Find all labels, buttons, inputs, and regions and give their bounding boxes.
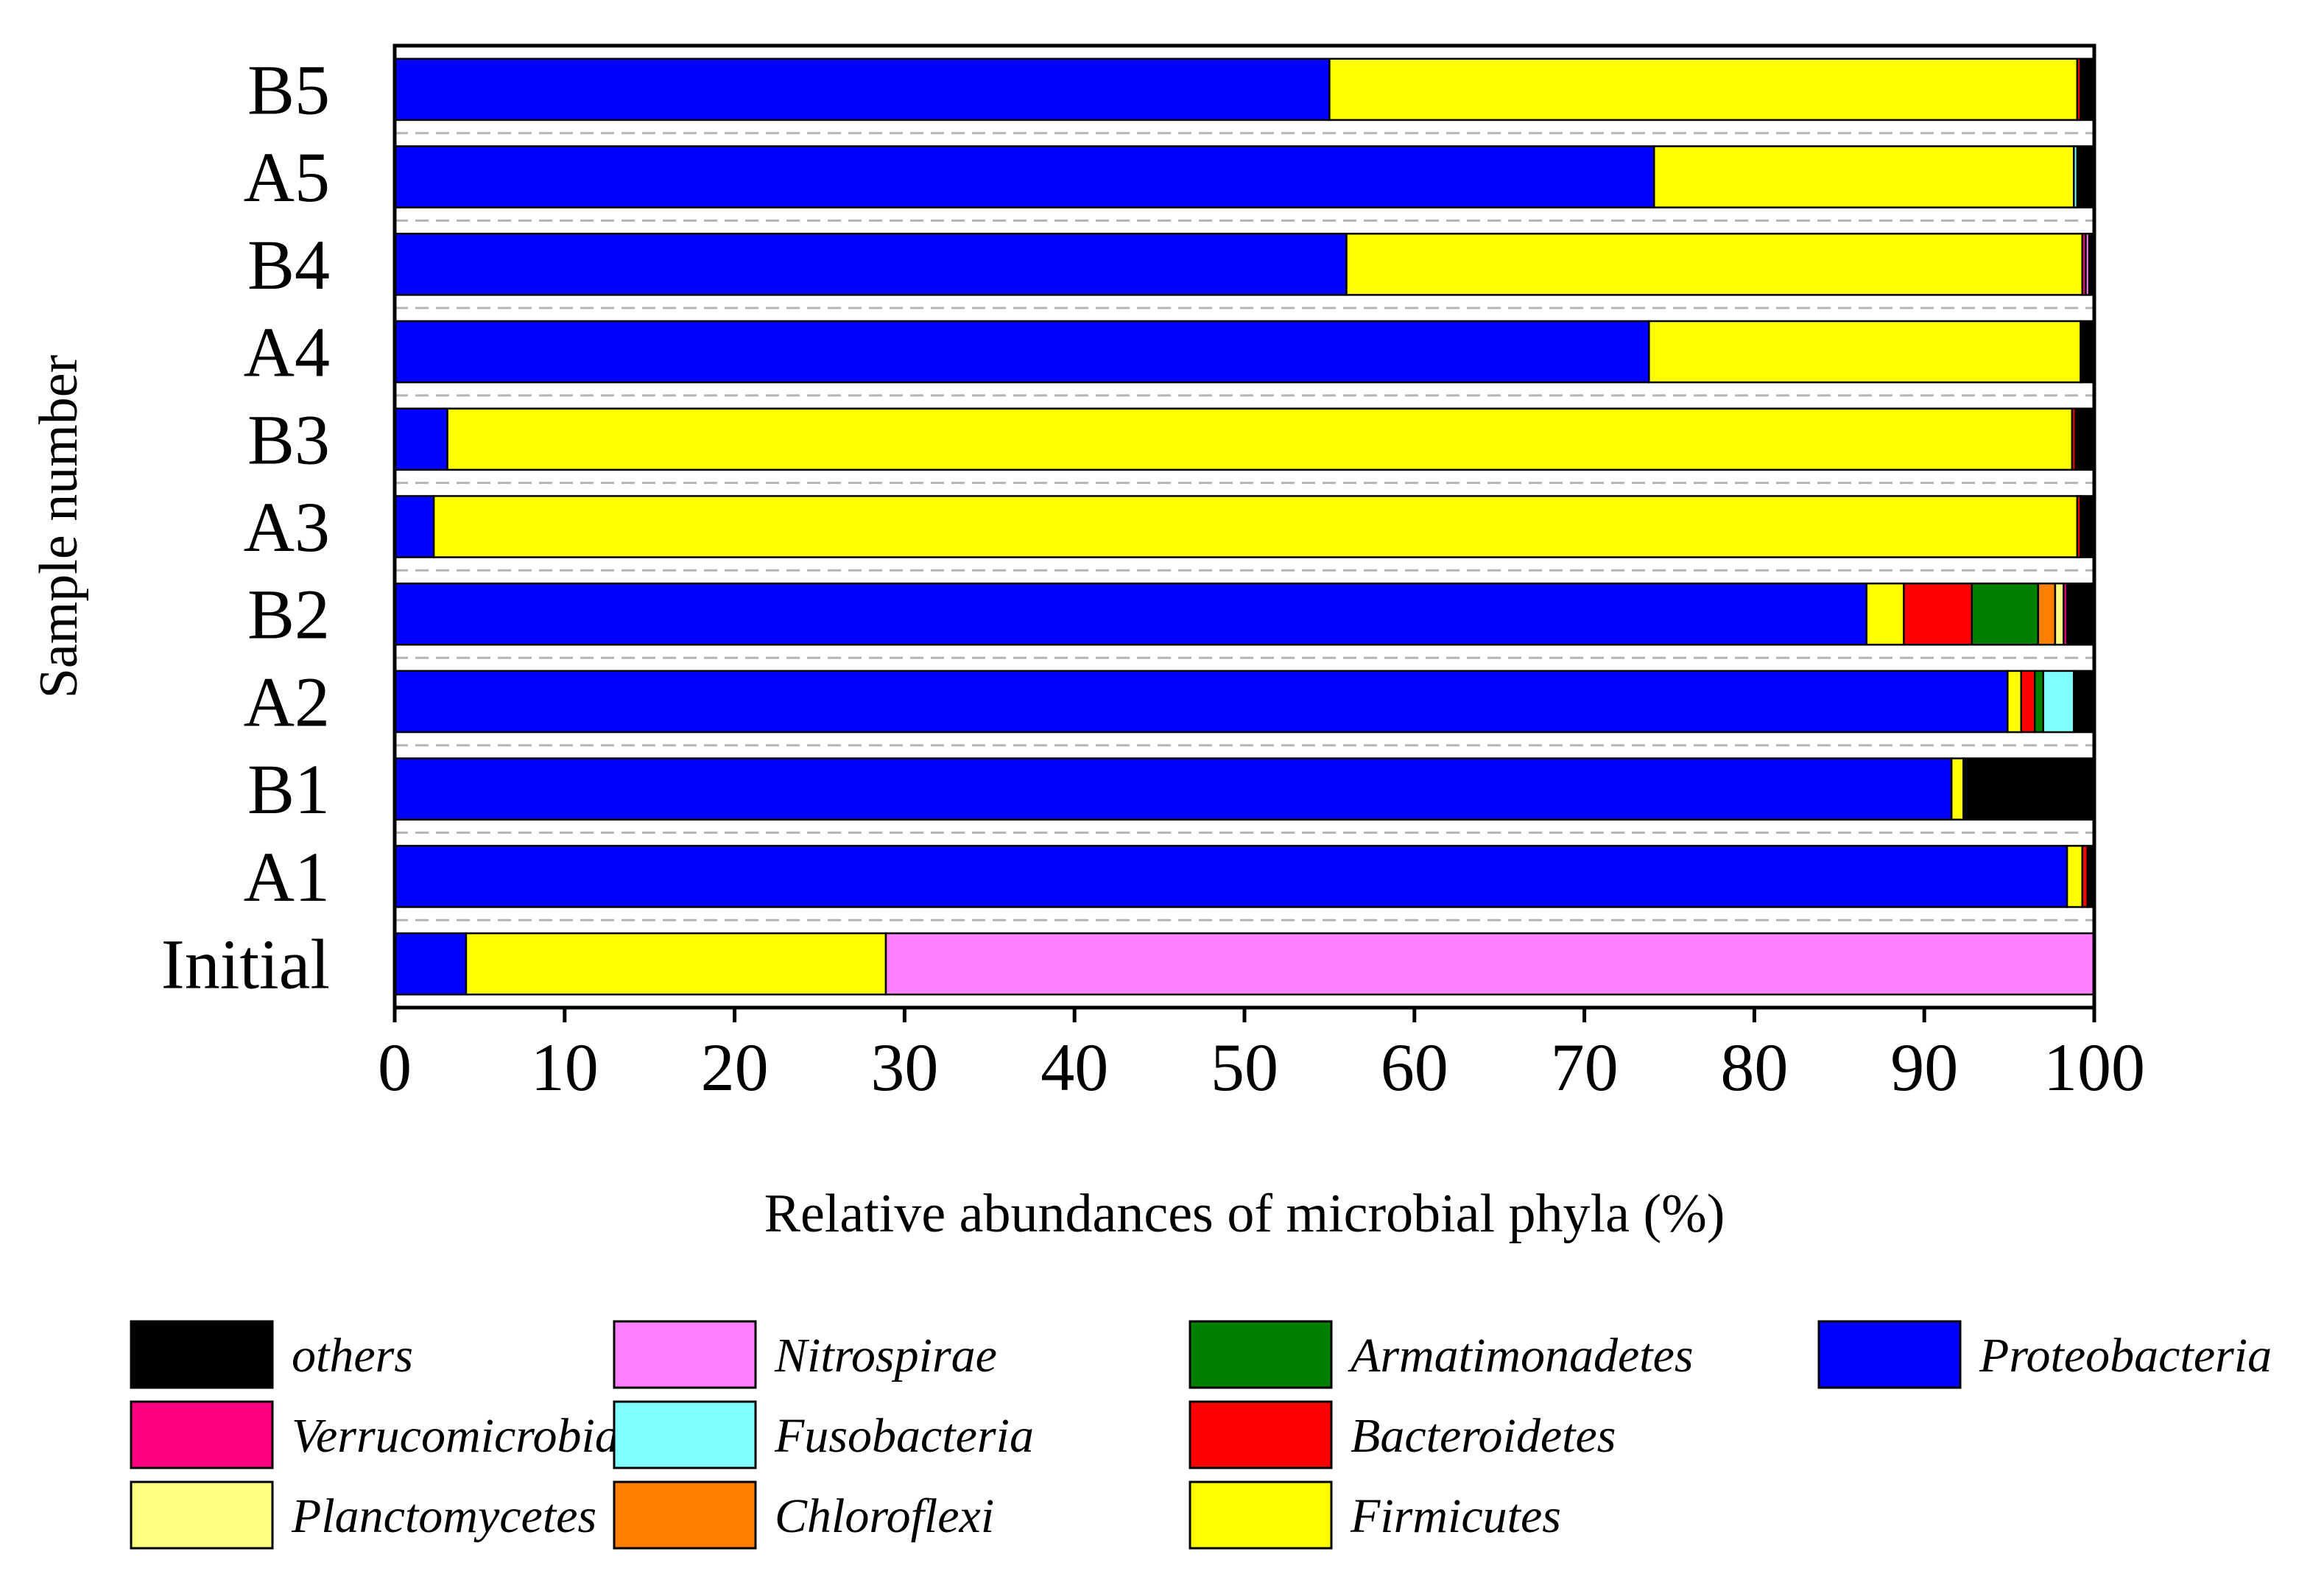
x-tick-label: 50 xyxy=(1211,1030,1278,1105)
bar-segment-a3-firmicutes xyxy=(432,495,2079,558)
bars-layer xyxy=(393,57,2096,996)
bar-segment-a2-fusobacteria xyxy=(2042,670,2075,734)
legend-label-others: others xyxy=(292,1329,413,1383)
bar-segment-b1-proteobacteria xyxy=(393,757,1953,821)
y-category-label: B5 xyxy=(247,50,330,129)
bar-segment-a4-firmicutes xyxy=(1648,320,2082,384)
legend-label-nitrospirae: Nitrospirae xyxy=(774,1329,997,1383)
legend-label-planctomycetes: Planctomycetes xyxy=(291,1489,596,1543)
bar-segment-b2-armatimonadetes xyxy=(1971,582,2040,646)
bar-segment-a1-firmicutes xyxy=(2066,845,2084,908)
bar-segment-a1-proteobacteria xyxy=(393,845,2068,908)
y-category-label: A4 xyxy=(244,313,330,392)
y-category-label: A5 xyxy=(244,138,330,217)
legend-swatch-fusobacteria xyxy=(613,1400,757,1469)
legend-label-bacteroidetes: Bacteroidetes xyxy=(1351,1409,1616,1463)
bar-segment-a5-firmicutes xyxy=(1652,145,2075,208)
legend-label-firmicutes: Firmicutes xyxy=(1350,1489,1561,1543)
bar-segment-a4-proteobacteria xyxy=(393,320,1650,384)
bar-segment-b1-firmicutes xyxy=(1950,757,1965,821)
legend-label-proteobacteria: Proteobacteria xyxy=(1979,1329,2272,1383)
legend-swatch-planctomycetes xyxy=(130,1480,274,1550)
bar-segment-initial-firmicutes xyxy=(465,932,887,996)
bar-segment-b5-others xyxy=(2080,57,2096,122)
legend-swatch-chloroflexi xyxy=(613,1480,757,1550)
bar-segment-initial-nitrospirae xyxy=(884,932,2096,996)
legend-swatch-firmicutes xyxy=(1189,1480,1333,1550)
x-axis: 0 10 20 30 40 50 60 70 80 90 100 xyxy=(378,1008,2145,1105)
bar-segment-b4-proteobacteria xyxy=(393,233,1348,296)
bar-segment-b3-firmicutes xyxy=(446,407,2074,471)
legend: others Verrucomicrobia Planctomycetes Nitro… xyxy=(130,1320,2272,1550)
bar-segment-b4-firmicutes xyxy=(1345,233,2084,296)
bar-segment-initial-proteobacteria xyxy=(393,932,468,996)
legend-label-fusobacteria: Fusobacteria xyxy=(774,1409,1034,1463)
bar-segment-b2-others xyxy=(2066,582,2096,646)
y-category-label: B3 xyxy=(247,400,330,479)
x-tick-label: 60 xyxy=(1381,1030,1448,1105)
y-category-label: A1 xyxy=(244,837,330,916)
bar-segment-a5-others xyxy=(2076,145,2096,208)
legend-swatch-verrucomicrobia xyxy=(130,1400,274,1469)
bar-segment-b2-proteobacteria xyxy=(393,582,1867,646)
y-axis: B5 A5 B4 A4 B3 A3 B2 A2 B1 A1 Initial xyxy=(161,50,330,1003)
bar-segment-a3-proteobacteria xyxy=(393,495,435,558)
legend-label-verrucomicrobia: Verrucomicrobia xyxy=(292,1409,619,1463)
legend-swatch-proteobacteria xyxy=(1817,1320,1962,1389)
bar-segment-b2-bacteroidetes xyxy=(1903,582,1973,646)
x-tick-label: 70 xyxy=(1551,1030,1619,1105)
bar-segment-b5-proteobacteria xyxy=(393,57,1331,122)
legend-swatch-bacteroidetes xyxy=(1189,1400,1333,1469)
y-axis-title: Sample number xyxy=(29,355,89,699)
x-tick-label: 10 xyxy=(531,1030,599,1105)
bar-segment-b2-chloroflexi xyxy=(2037,582,2057,646)
legend-swatch-armatimonadetes xyxy=(1189,1320,1333,1389)
row-separators xyxy=(395,132,2094,921)
y-category-label: B4 xyxy=(247,225,330,304)
bar-segment-a2-armatimonadetes xyxy=(2033,670,2045,734)
y-category-label: B1 xyxy=(247,750,330,829)
x-tick-label: 0 xyxy=(378,1030,412,1105)
bar-segment-a4-others xyxy=(2080,320,2096,384)
legend-swatch-others xyxy=(130,1320,274,1389)
bar-segment-a5-proteobacteria xyxy=(393,145,1655,208)
bar-segment-b3-proteobacteria xyxy=(393,407,448,471)
x-axis-title: Relative abundances of microbial phyla (… xyxy=(764,1184,1725,1244)
bar-segment-b5-firmicutes xyxy=(1328,57,2079,122)
legend-label-chloroflexi: Chloroflexi xyxy=(775,1489,994,1543)
x-tick-label: 90 xyxy=(1890,1030,1958,1105)
bar-segment-a3-others xyxy=(2080,495,2096,558)
bar-segment-a2-others xyxy=(2073,670,2096,734)
bar-segment-a2-firmicutes xyxy=(2007,670,2023,734)
y-category-label: A3 xyxy=(244,488,330,566)
bar-segment-a2-bacteroidetes xyxy=(2020,670,2036,734)
legend-label-armatimonadetes: Armatimonadetes xyxy=(1348,1329,1694,1383)
y-category-label: Initial xyxy=(161,925,330,1004)
bar-segment-a2-proteobacteria xyxy=(393,670,2009,734)
bar-segment-b1-others xyxy=(1962,757,2096,821)
y-category-label: B2 xyxy=(247,575,330,654)
x-tick-label: 40 xyxy=(1040,1030,1108,1105)
bar-segment-b2-planctomycetes xyxy=(2054,582,2065,646)
x-tick-label: 80 xyxy=(1720,1030,1788,1105)
y-category-label: A2 xyxy=(244,662,330,741)
legend-swatch-nitrospirae xyxy=(613,1320,757,1389)
x-tick-label: 30 xyxy=(870,1030,938,1105)
x-tick-label: 100 xyxy=(2043,1030,2145,1105)
x-tick-label: 20 xyxy=(701,1030,769,1105)
bar-segment-b2-firmicutes xyxy=(1865,582,1905,646)
bar-segment-b3-others xyxy=(2074,407,2096,471)
